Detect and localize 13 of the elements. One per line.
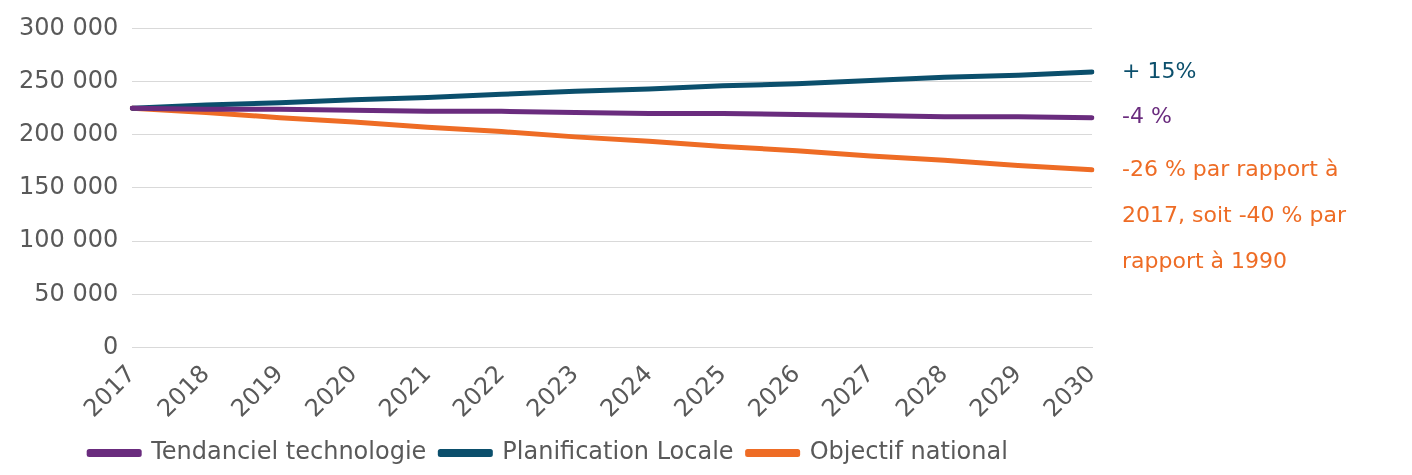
y-tick-label: 250 000 xyxy=(19,65,119,94)
legend-label: Planification Locale xyxy=(502,437,734,466)
legend-label: Objectif national xyxy=(809,437,1008,466)
y-tick-label: 100 000 xyxy=(19,225,119,254)
y-tick-label: 50 000 xyxy=(34,278,119,307)
annotation: -26 % par rapport à 2017, soit -40 % par rapport à 1990 xyxy=(1122,155,1347,273)
annotation: -4 % xyxy=(1122,103,1172,129)
y-tick-label: 150 000 xyxy=(19,172,119,201)
legend-label: Tendanciel technologie xyxy=(150,437,427,466)
y-tick-label: 300 000 xyxy=(19,12,119,41)
y-tick-label: 0 xyxy=(102,331,119,360)
annotation: + 15% xyxy=(1122,57,1197,83)
y-tick-label: 200 000 xyxy=(19,118,119,147)
